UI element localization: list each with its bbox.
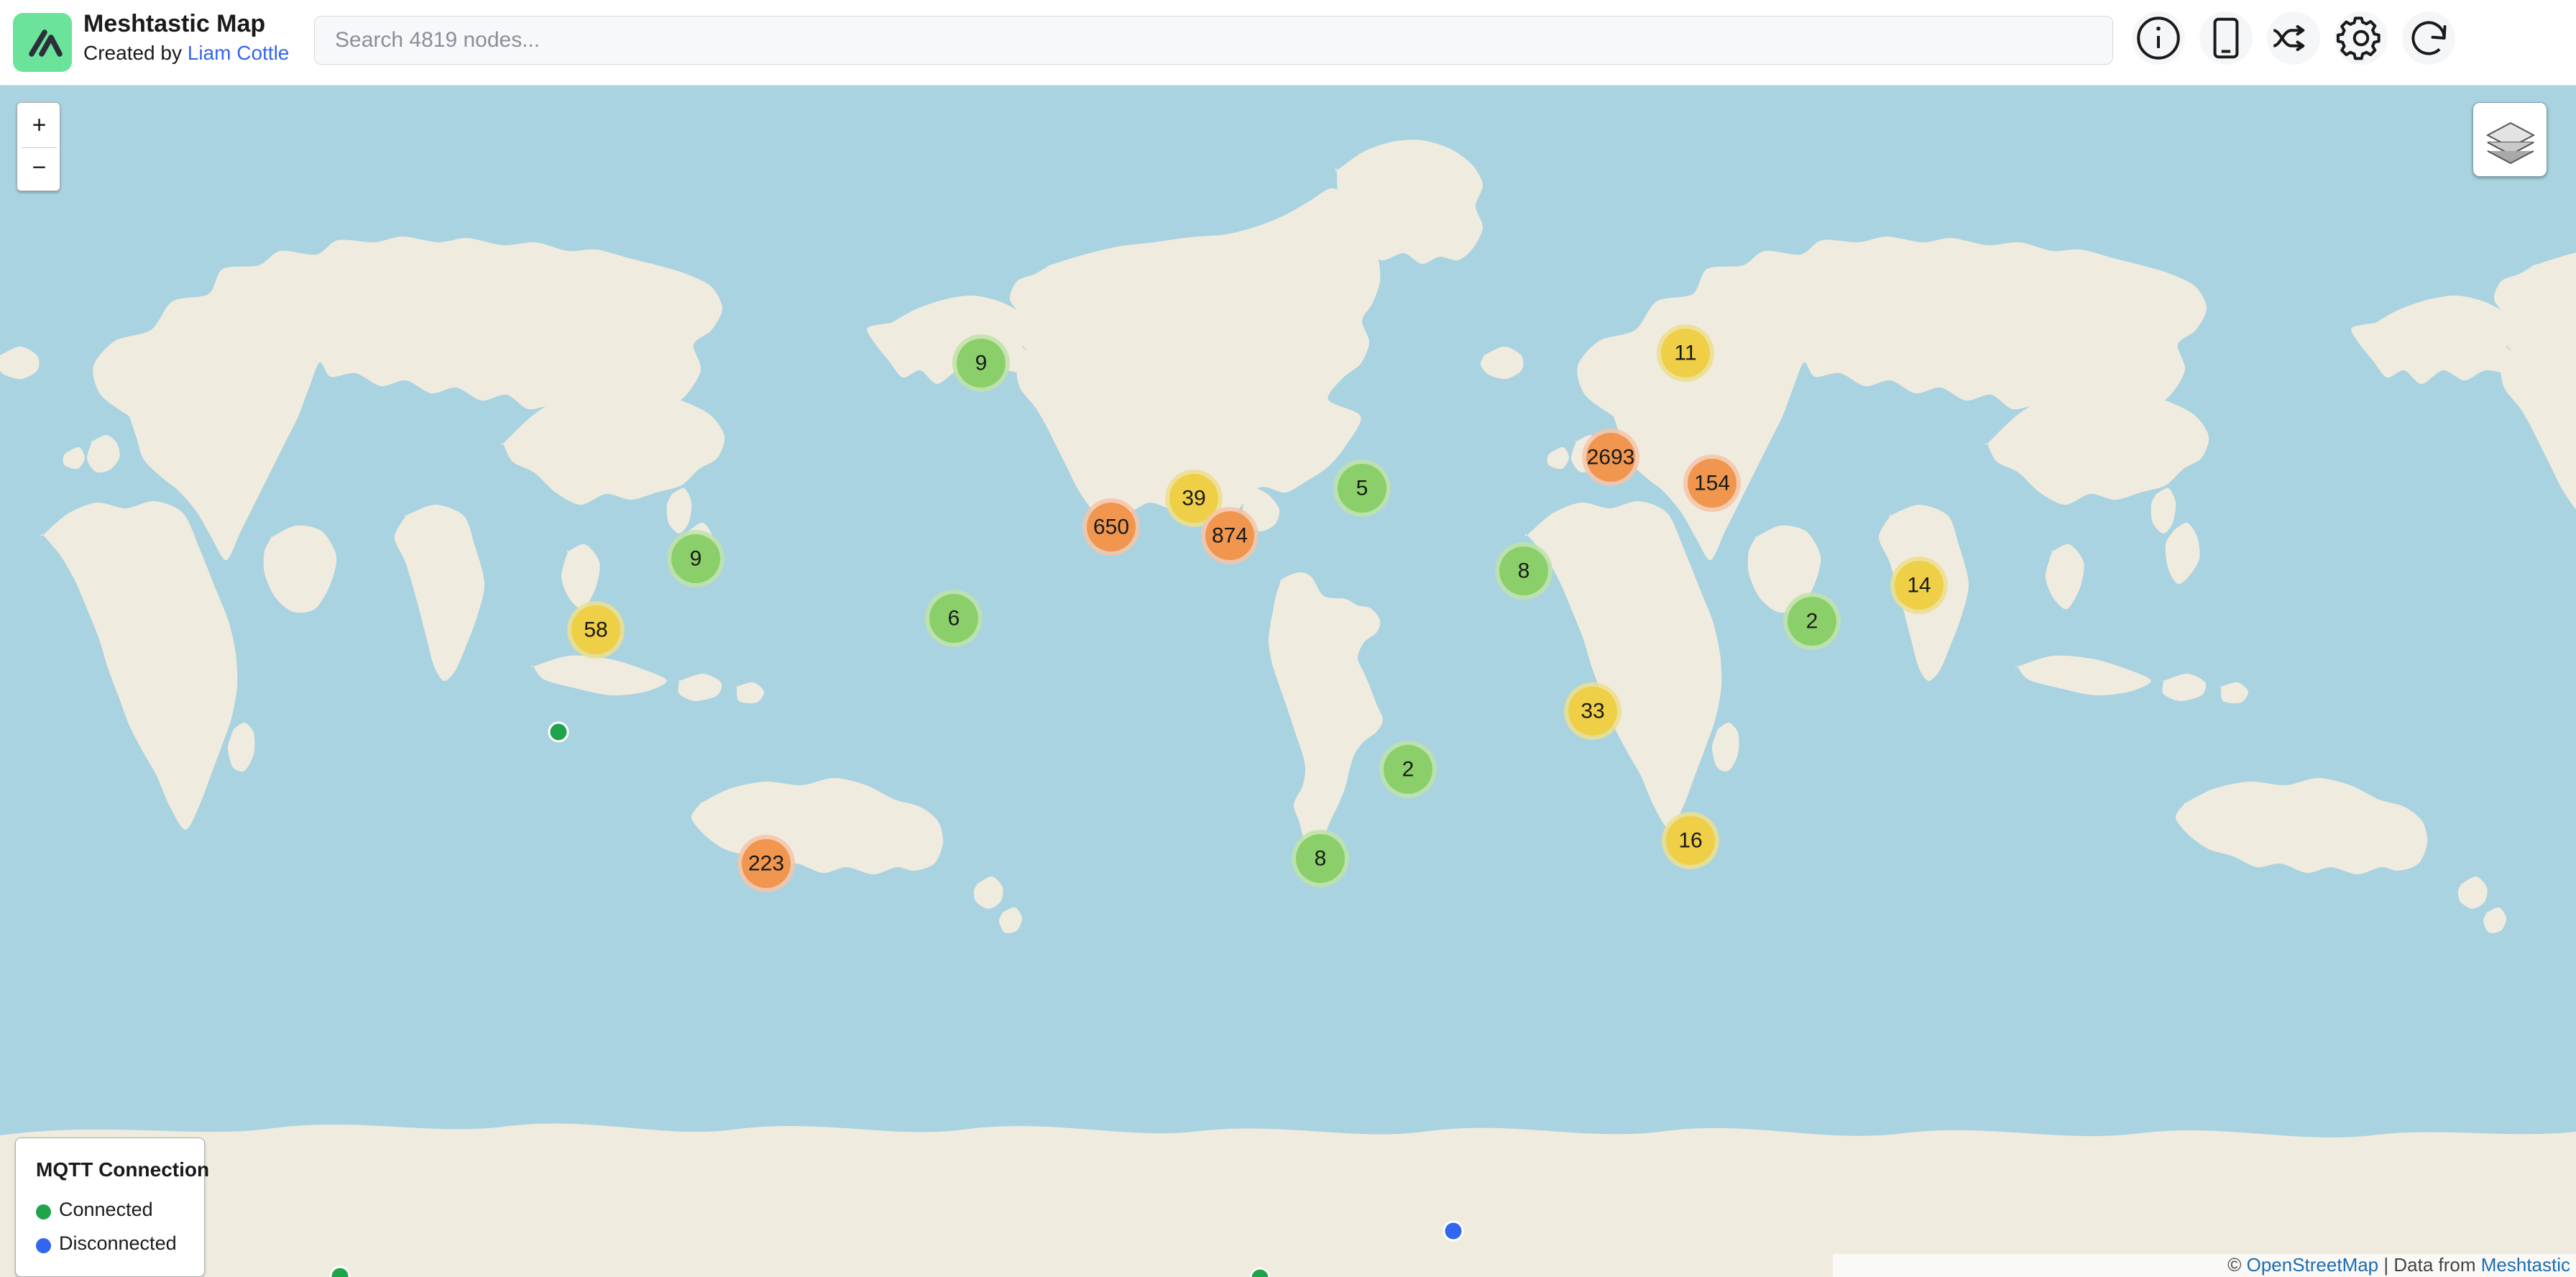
svg-text:11: 11	[1674, 342, 1696, 365]
svg-text:2: 2	[1806, 610, 1818, 633]
svg-text:33: 33	[1581, 700, 1604, 723]
svg-text:223: 223	[748, 852, 784, 876]
svg-text:9: 9	[690, 547, 702, 571]
svg-text:8: 8	[1315, 847, 1327, 871]
svg-text:2693: 2693	[1587, 446, 1635, 470]
svg-text:2: 2	[1402, 758, 1414, 782]
svg-text:5: 5	[1356, 477, 1368, 500]
svg-text:16: 16	[1678, 829, 1702, 853]
svg-text:874: 874	[1212, 524, 1248, 548]
svg-text:58: 58	[584, 618, 607, 642]
svg-text:14: 14	[1907, 574, 1931, 598]
svg-text:39: 39	[1182, 487, 1205, 511]
svg-text:8: 8	[1518, 559, 1530, 583]
svg-text:9: 9	[975, 352, 988, 375]
svg-text:650: 650	[1093, 516, 1129, 539]
svg-text:6: 6	[948, 607, 960, 631]
svg-text:154: 154	[1694, 472, 1730, 495]
